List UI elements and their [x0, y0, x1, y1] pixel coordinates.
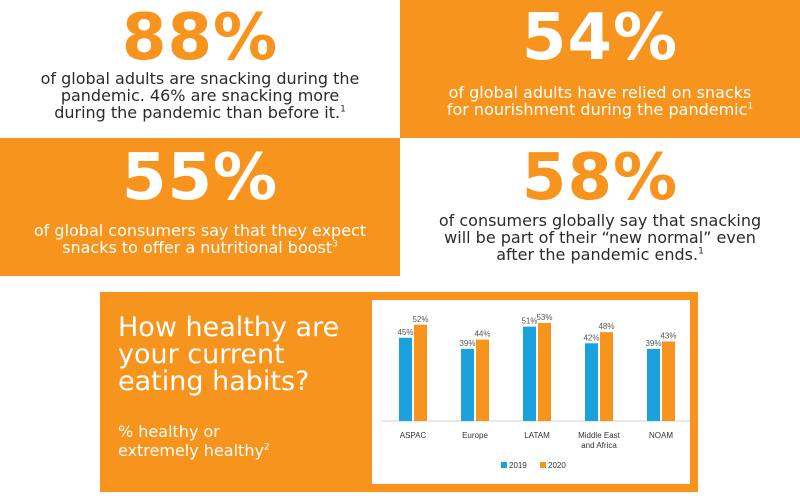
category-label: ASPAC: [400, 431, 427, 440]
stat-description: of global consumers say that they expect…: [10, 222, 390, 256]
stat-description: of global adults are snacking during the…: [10, 70, 390, 121]
bar-2019: [585, 343, 598, 421]
footnote-marker: 2: [263, 442, 270, 453]
stat-value: 54%: [521, 1, 679, 75]
question-subtitle-line: % healthy or: [118, 422, 220, 441]
stat-value: 58%: [521, 141, 679, 215]
stat-panel-4: 58% of consumers globally say that snack…: [400, 138, 800, 276]
category-label: LATAM: [524, 431, 550, 440]
data-label: 48%: [598, 322, 614, 331]
stat-text-line: for nourishment during the pandemic: [446, 100, 748, 119]
data-label: 39%: [459, 339, 475, 348]
footnote-marker: 1: [698, 246, 704, 257]
data-label: 52%: [412, 315, 428, 324]
footnote-marker: 1: [340, 104, 346, 115]
data-label: 45%: [397, 328, 413, 337]
stat-text-line: of global consumers say that they expect: [33, 221, 367, 240]
data-label: 51%: [521, 317, 537, 326]
bar-2020: [476, 339, 489, 421]
stat-text-line: after the pandemic ends.: [496, 245, 699, 264]
stat-description: of global adults have relied on snacks f…: [410, 84, 790, 118]
stat-text-line: of consumers globally say that snacking: [438, 211, 762, 230]
legend-swatch-2020: [540, 462, 546, 468]
stat-text-line: snacks to offer a nutritional boost: [62, 238, 333, 257]
footnote-marker: 1: [747, 101, 754, 112]
data-label: 39%: [645, 339, 661, 348]
legend-label: 2020: [548, 461, 566, 470]
healthy-habits-panel: How healthy are your current eating habi…: [100, 292, 698, 492]
question-title-line: eating habits?: [118, 366, 310, 397]
legend-swatch-2019: [501, 462, 507, 468]
data-label: 43%: [660, 331, 676, 340]
category-label: and Africa: [581, 441, 617, 450]
bar-2020: [538, 322, 551, 421]
bar-2019: [399, 337, 412, 421]
stat-panel-3: 55% of global consumers say that they ex…: [0, 138, 400, 276]
stat-text-line: pandemic. 46% are snacking more: [60, 86, 340, 105]
bar-chart-svg: 45%52%ASPAC39%44%Europe51%53%LATAM42%48%…: [382, 313, 690, 470]
question-subtitle-line: extremely healthy: [118, 441, 264, 460]
stat-text-line: of global adults have relied on snacks: [448, 83, 752, 102]
stat-text-line: during the pandemic than before it.: [54, 103, 341, 122]
bar-2019: [461, 348, 474, 421]
data-label: 44%: [474, 330, 490, 339]
stat-text-line: of global adults are snacking during the: [40, 69, 360, 88]
category-label: Europe: [462, 431, 488, 440]
question-title: How healthy are your current eating habi…: [118, 314, 368, 395]
question-title-line: How healthy are: [118, 312, 340, 343]
data-label: 42%: [583, 333, 599, 342]
data-label: 53%: [536, 313, 552, 322]
bar-2020: [414, 324, 427, 421]
footnote-marker: 3: [332, 239, 338, 250]
question-subtitle: % healthy or extremely healthy2: [118, 422, 348, 460]
stat-panel-2: 54% of global adults have relied on snac…: [400, 0, 800, 138]
legend-label: 2019: [509, 461, 527, 470]
bar-2019: [647, 348, 660, 421]
bar-2019: [523, 326, 536, 421]
category-label: NOAM: [649, 431, 673, 440]
stat-text-line: will be part of their “new normal” even: [444, 228, 756, 247]
question-title-line: your current: [118, 339, 285, 370]
stat-panel-1: 88% of global adults are snacking during…: [0, 0, 400, 138]
stat-value: 88%: [121, 1, 279, 75]
category-label: Middle East: [578, 431, 621, 440]
bar-2020: [662, 341, 675, 421]
bar-2020: [600, 332, 613, 421]
stat-description: of consumers globally say that snacking …: [410, 212, 790, 263]
bar-chart: 45% 52% ASPAC 39% 44% Europe 51% 53% LATAM 42% 48%…: [372, 300, 690, 484]
stat-value: 55%: [121, 141, 279, 215]
